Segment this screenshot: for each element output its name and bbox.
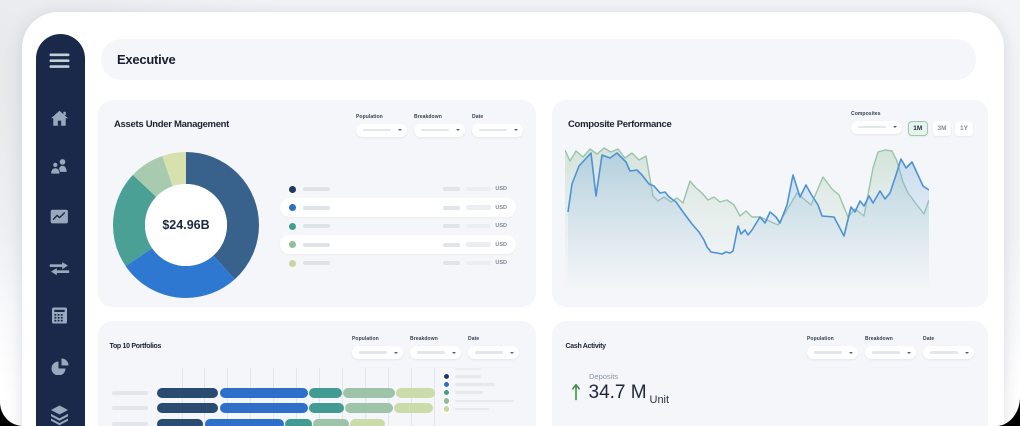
svg-text:$24.96B: $24.96B (162, 218, 209, 232)
